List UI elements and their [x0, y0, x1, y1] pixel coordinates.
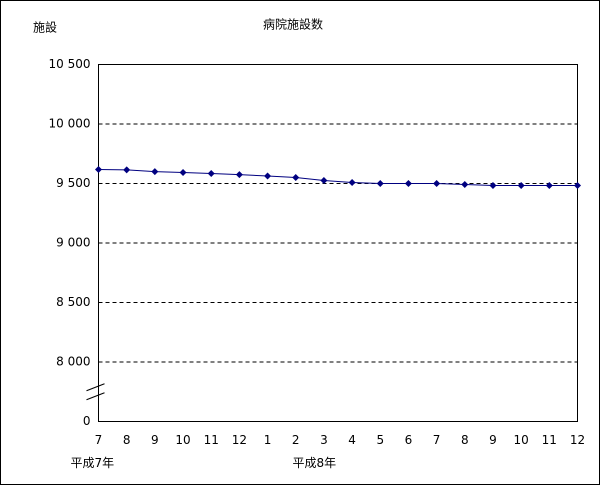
point — [404, 180, 412, 187]
y-tick-label: 0 — [83, 414, 91, 428]
x-tick-label: 9 — [151, 433, 159, 447]
x-tick-label: 6 — [405, 433, 413, 447]
x-tick-label: 3 — [320, 433, 328, 447]
point — [235, 171, 243, 179]
y-tick-label: 10 000 — [49, 117, 91, 131]
line — [98, 168, 578, 187]
point — [517, 182, 525, 190]
y-tick-label: 9 000 — [56, 236, 90, 250]
axis-break-mark — [86, 392, 105, 401]
y-tick-label: 9 500 — [56, 176, 90, 190]
point — [320, 177, 328, 185]
point — [376, 180, 384, 187]
x-tick-label: 1 — [264, 433, 272, 447]
x-group-label: 平成8年 — [293, 456, 337, 470]
point — [433, 180, 441, 187]
x-tick-label: 5 — [376, 433, 384, 447]
point — [461, 180, 469, 188]
x-tick-label: 12 — [232, 433, 247, 447]
x-tick-label: 7 — [433, 433, 441, 447]
x-tick-label: 10 — [175, 433, 190, 447]
x-tick-label: 8 — [461, 433, 469, 447]
y-axis-label: 施設 — [33, 20, 57, 35]
point — [574, 182, 581, 190]
x-group-label: 平成7年 — [71, 456, 115, 470]
point — [489, 182, 497, 190]
point — [207, 170, 215, 178]
x-tick-label: 8 — [123, 433, 131, 447]
x-tick-label: 7 — [95, 433, 103, 447]
x-tick-label: 2 — [292, 433, 300, 447]
axis-break-mark — [86, 383, 105, 392]
x-tick-label: 11 — [542, 433, 557, 447]
chart-title: 病院施設数 — [263, 17, 323, 32]
x-tick-label: 11 — [204, 433, 219, 447]
x-tick-label: 12 — [570, 433, 585, 447]
point — [292, 174, 300, 182]
y-tick-label: 8 000 — [56, 355, 90, 369]
point — [179, 169, 187, 177]
x-tick-label: 10 — [514, 433, 529, 447]
point — [151, 168, 159, 176]
point — [123, 166, 131, 174]
y-tick-label: 10 500 — [49, 57, 91, 71]
point — [264, 172, 272, 180]
y-tick-label: 8 500 — [56, 295, 90, 309]
point — [348, 179, 356, 187]
x-tick-label: 4 — [348, 433, 356, 447]
point — [545, 182, 553, 190]
point — [95, 165, 102, 173]
x-tick-label: 9 — [489, 433, 497, 447]
